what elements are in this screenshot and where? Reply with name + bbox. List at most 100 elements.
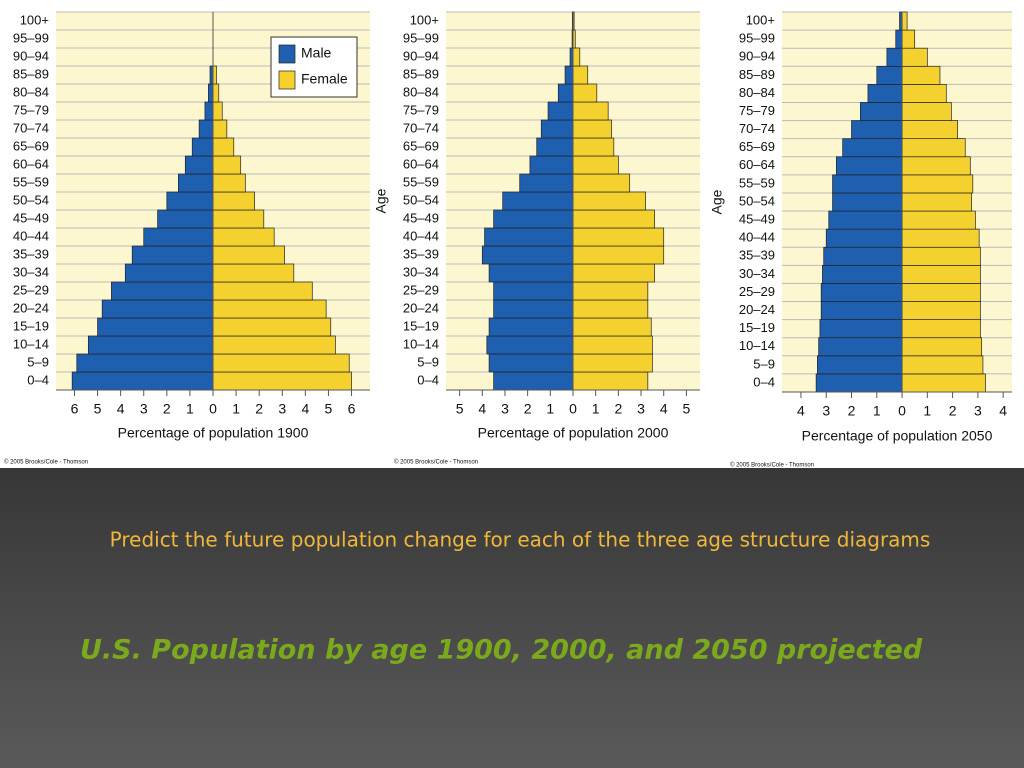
x-tick-label: 2 (524, 401, 532, 417)
bar (101, 299, 214, 319)
x-tick-label: 6 (348, 401, 356, 417)
bar (208, 83, 214, 103)
x-tick-label: 0 (209, 401, 217, 417)
x-tick-label: 3 (278, 401, 286, 417)
bar (184, 155, 214, 175)
bar (820, 283, 903, 302)
x-tick-label: 5 (94, 401, 102, 417)
x-tick-label: 5 (325, 401, 333, 417)
bar (851, 120, 903, 140)
bar (481, 245, 574, 265)
y-tick-label: 70–74 (13, 120, 49, 135)
y-tick-label: 60–64 (13, 156, 49, 171)
bar (557, 83, 574, 103)
bar (895, 29, 903, 49)
x-axis-label: Percentage of population 1900 (118, 425, 309, 441)
bar (901, 228, 980, 248)
bar (572, 227, 665, 247)
bar (825, 228, 903, 248)
y-tick-label: 0–4 (27, 372, 49, 387)
bar (540, 119, 574, 139)
y-tick-label: 50–54 (403, 192, 439, 207)
bar (212, 209, 265, 229)
bar (901, 192, 972, 212)
y-tick-label: 40–44 (13, 228, 49, 243)
x-tick-label: 4 (660, 401, 668, 417)
bar (901, 210, 976, 230)
y-tick-label: 95–99 (739, 31, 775, 46)
bar (823, 246, 903, 266)
bar (131, 245, 214, 265)
bar (166, 191, 214, 211)
bar (564, 65, 574, 85)
x-axis-label: Percentage of population 2000 (478, 425, 669, 441)
x-tick-label: 2 (255, 401, 263, 417)
y-tick-label: 90–94 (13, 48, 49, 63)
x-tick-label: 4 (117, 401, 125, 417)
x-tick-label: 3 (637, 401, 645, 417)
y-tick-label: 5–9 (417, 354, 439, 369)
bar (842, 138, 903, 158)
bar (572, 335, 653, 355)
caption: Predict the future population change for… (110, 528, 931, 552)
y-tick-label: 30–34 (739, 266, 775, 281)
credit: © 2005 Brooks/Cole - Thomson (730, 462, 814, 469)
y-tick-label: 15–19 (403, 318, 439, 333)
x-tick-label: 1 (873, 403, 881, 419)
y-tick-label: 100+ (20, 12, 49, 27)
y-tick-label: 60–64 (403, 156, 439, 171)
bar (71, 371, 214, 391)
bar (572, 353, 653, 373)
y-tick-label: 55–59 (739, 175, 775, 190)
bar (901, 319, 981, 339)
y-tick-label: 80–84 (739, 85, 775, 100)
y-tick-label: 15–19 (13, 318, 49, 333)
x-tick-label: 5 (456, 401, 464, 417)
y-tick-label: 10–14 (739, 338, 775, 353)
x-tick-label: 4 (301, 401, 309, 417)
x-tick-label: 3 (501, 401, 509, 417)
bar (572, 209, 655, 229)
y-tick-label: 0–4 (417, 372, 439, 387)
bar (212, 281, 313, 301)
bar (191, 137, 214, 157)
y-tick-label: 75–79 (739, 103, 775, 118)
bar (111, 281, 214, 301)
bar (212, 101, 223, 121)
y-tick-label: 25–29 (13, 282, 49, 297)
bar (212, 263, 295, 283)
y-tick-label: 80–84 (403, 84, 439, 99)
bar (867, 84, 903, 103)
y-tick-label: 35–39 (403, 246, 439, 261)
bar (901, 283, 981, 302)
credit: © 2005 Brooks/Cole - Thomson (394, 459, 478, 466)
y-tick-label: 30–34 (13, 264, 49, 279)
y-tick-label: 55–59 (403, 174, 439, 189)
bar (212, 83, 220, 103)
credit: © 2005 Brooks/Cole - Thomson (4, 459, 88, 466)
bar (212, 227, 275, 247)
bar (901, 138, 966, 158)
bar (832, 174, 903, 194)
bar (212, 353, 350, 373)
y-tick-label: 85–89 (403, 66, 439, 81)
legend-swatch (278, 44, 296, 64)
bar (212, 155, 242, 175)
y-axis-label: Age (373, 188, 389, 213)
bar (212, 317, 332, 337)
bar (502, 191, 574, 211)
x-tick-label: 3 (822, 403, 830, 419)
bar (493, 209, 574, 229)
bar (547, 101, 574, 121)
bar (901, 65, 941, 85)
bar (572, 83, 598, 103)
y-tick-label: 65–69 (739, 139, 775, 154)
y-tick-label: 45–49 (739, 212, 775, 227)
y-tick-label: 65–69 (403, 138, 439, 153)
bar (819, 319, 903, 339)
bar (212, 173, 246, 193)
bar (212, 299, 327, 319)
x-axis-label: Percentage of population 2050 (802, 428, 993, 444)
x-tick-label: 4 (999, 403, 1007, 419)
